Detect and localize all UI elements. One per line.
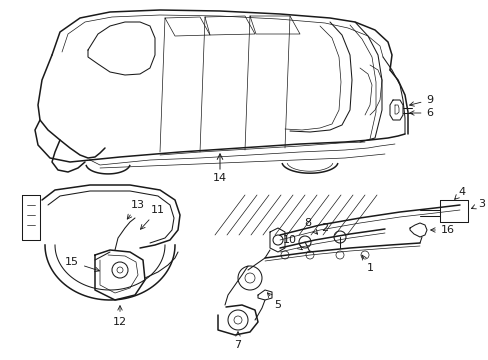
Text: 12: 12	[113, 306, 127, 327]
Text: 15: 15	[65, 257, 99, 271]
Text: 3: 3	[470, 199, 485, 209]
Text: 8: 8	[304, 218, 317, 234]
Text: 6: 6	[409, 108, 433, 118]
Text: 14: 14	[212, 173, 226, 183]
Text: 5: 5	[267, 293, 281, 310]
Text: 10: 10	[283, 235, 302, 250]
Text: 13: 13	[127, 200, 145, 219]
Text: 7: 7	[234, 332, 241, 350]
Text: 9: 9	[409, 95, 433, 106]
Text: 16: 16	[430, 225, 454, 235]
Text: 11: 11	[140, 205, 164, 229]
Text: 1: 1	[361, 255, 373, 273]
Text: 4: 4	[454, 187, 465, 199]
Text: 2: 2	[321, 223, 328, 233]
